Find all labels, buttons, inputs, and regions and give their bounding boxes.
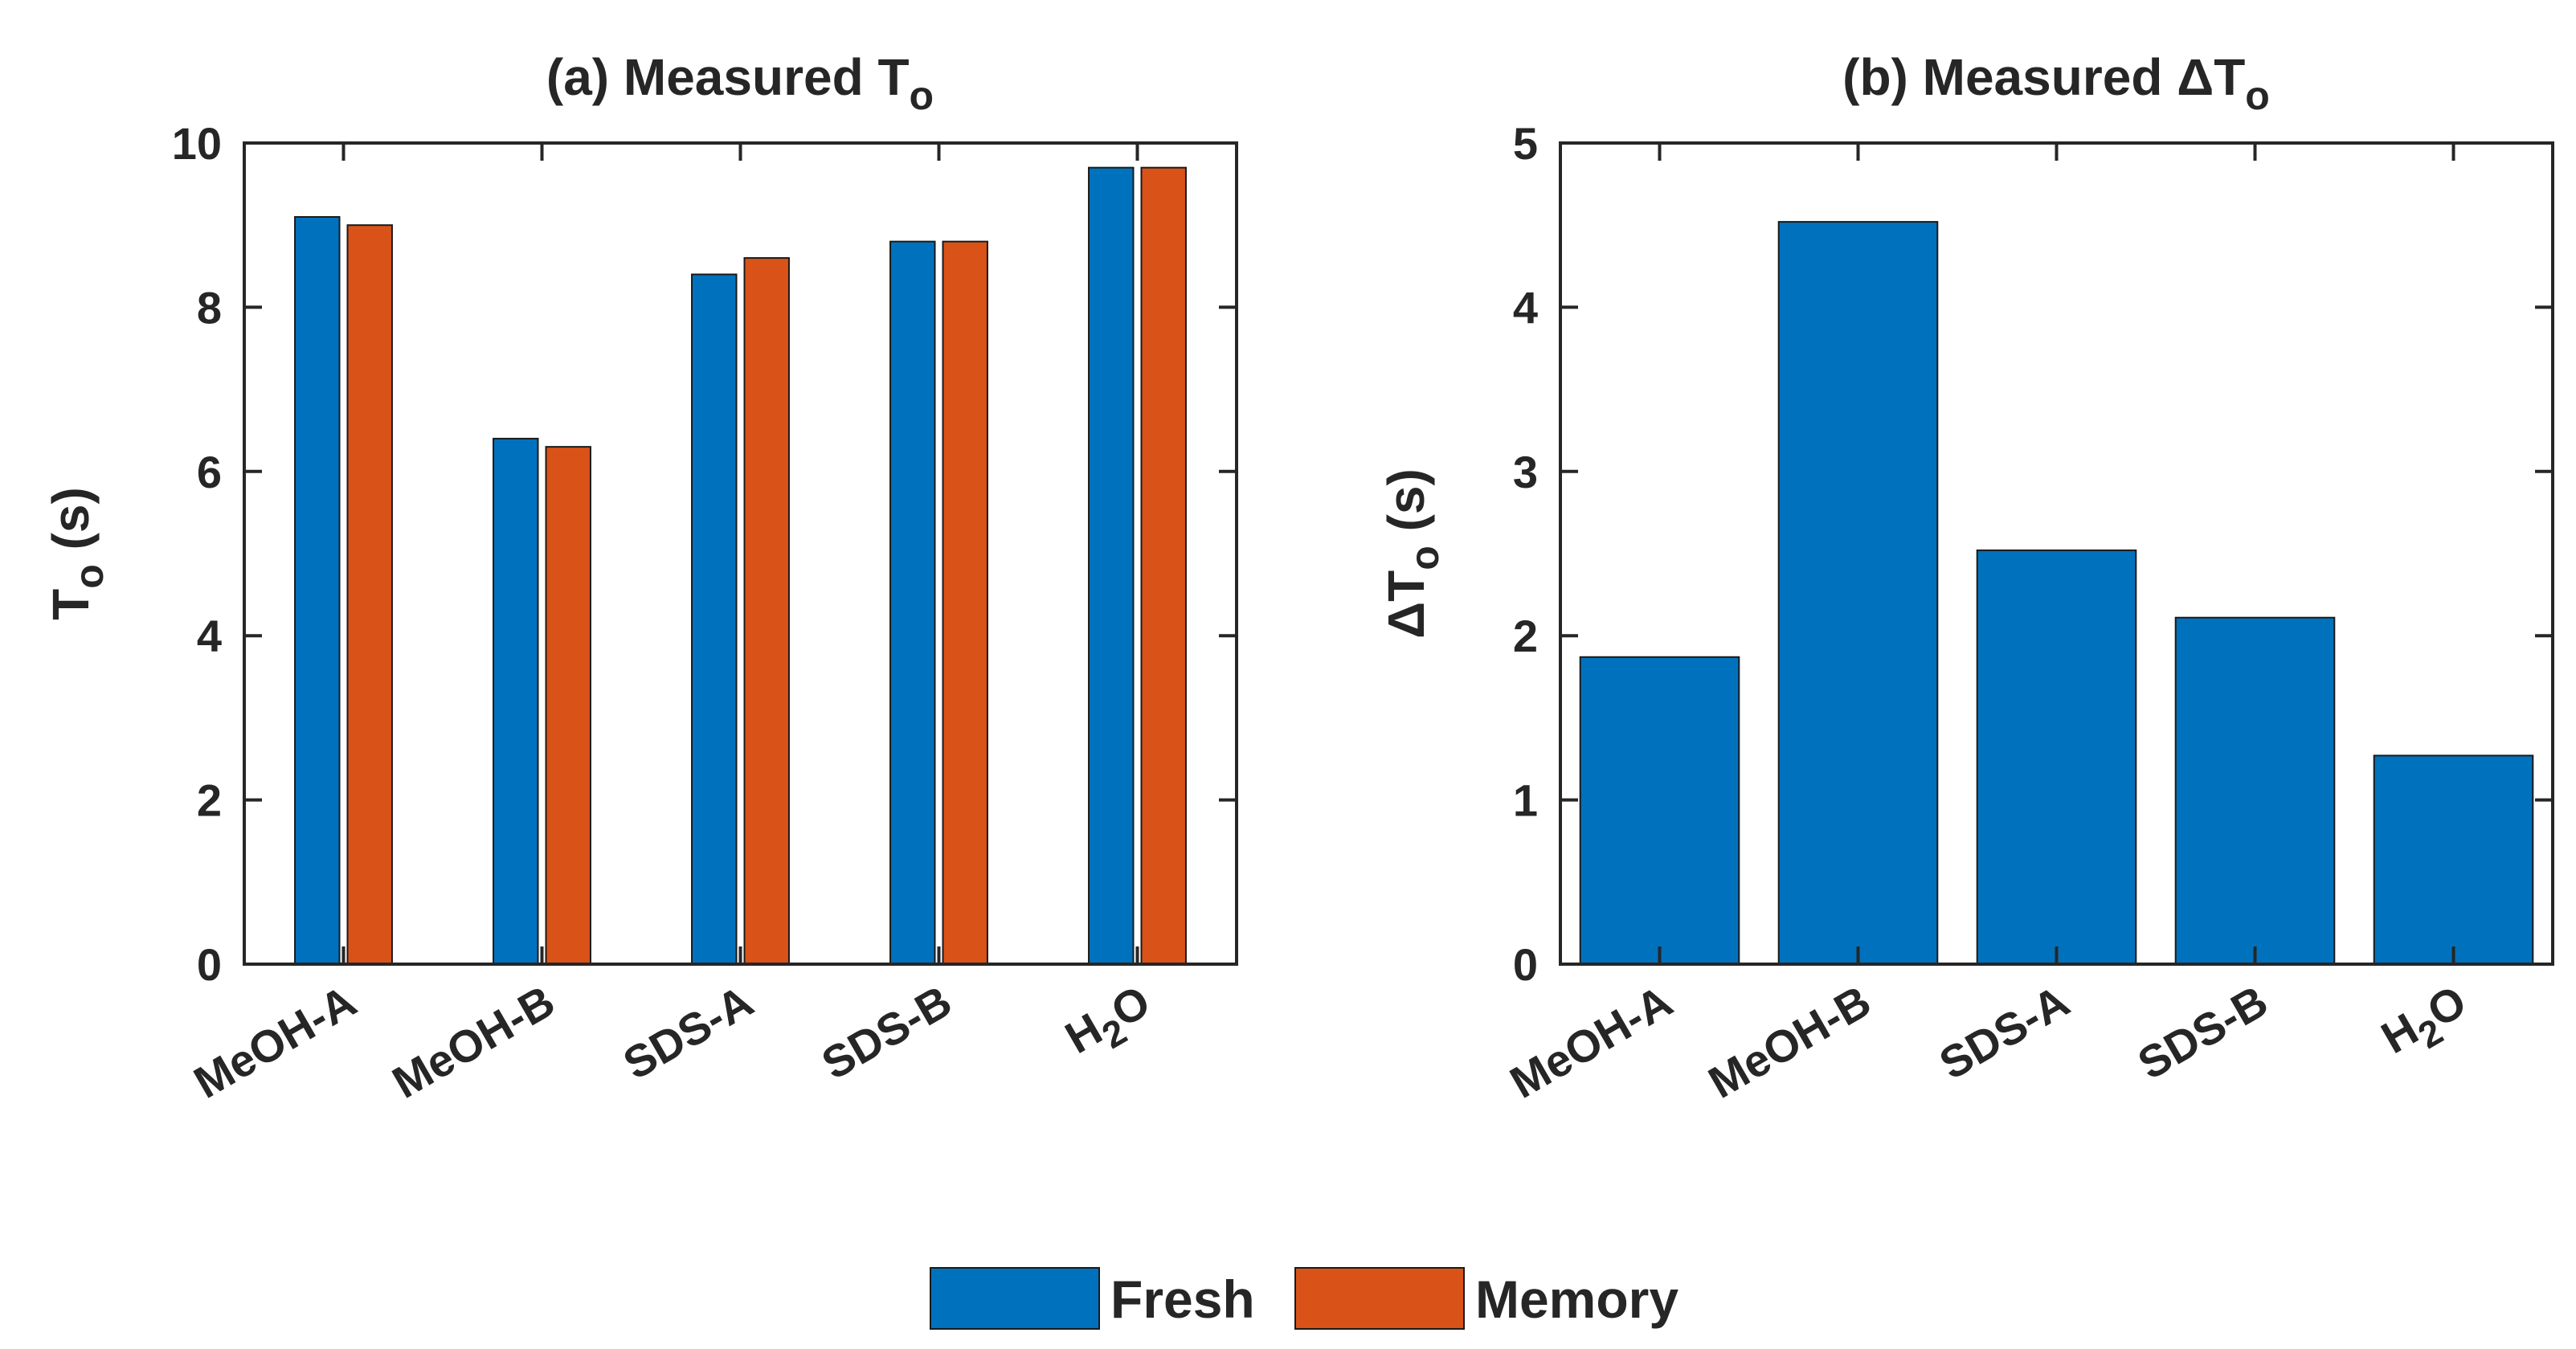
x-tick-label-b-1: MeOH-B xyxy=(1700,975,1879,1108)
x-tick-label-a-0: MeOH-A xyxy=(186,975,365,1108)
bar-a-memory-2 xyxy=(743,257,790,965)
bar-b-fresh-0 xyxy=(1579,656,1740,965)
y-tick-label-a-2: 4 xyxy=(197,611,222,661)
x-tick-label-a-2: SDS-A xyxy=(615,975,761,1089)
y-tick-label-b-2: 2 xyxy=(1513,611,1538,661)
bar-a-memory-3 xyxy=(942,240,988,965)
y-tick-label-a-1: 2 xyxy=(197,775,222,826)
bar-b-fresh-3 xyxy=(2174,616,2336,965)
legend-swatch-memory xyxy=(1294,1267,1465,1330)
y-tick-label-b-4: 4 xyxy=(1513,282,1538,333)
y-tick-label-a-5: 10 xyxy=(172,118,222,169)
bar-a-memory-1 xyxy=(545,446,591,965)
chart-title-a: (a) Measured To xyxy=(546,48,934,118)
bar-b-fresh-1 xyxy=(1777,221,1939,965)
y-tick-label-a-0: 0 xyxy=(197,939,222,990)
axes-box-a xyxy=(243,141,1238,966)
x-tick-label-a-3: SDS-B xyxy=(813,975,959,1089)
y-tick-label-b-0: 0 xyxy=(1513,939,1538,990)
chart-title-b: (b) Measured ΔTo xyxy=(1842,48,2270,118)
y-tick-label-b-5: 5 xyxy=(1513,118,1538,169)
bar-a-fresh-4 xyxy=(1088,166,1135,966)
y-axis-label-a: To (s) xyxy=(42,487,112,620)
x-tick-label-b-3: SDS-B xyxy=(2129,975,2275,1089)
legend-swatch-fresh xyxy=(930,1267,1100,1330)
y-axis-label-b: ΔTo (s) xyxy=(1377,468,1447,639)
legend-label-memory: Memory xyxy=(1475,1269,1678,1329)
bar-a-fresh-2 xyxy=(691,273,738,965)
x-tick-label-b-0: MeOH-A xyxy=(1502,975,1681,1108)
y-tick-label-a-3: 6 xyxy=(197,447,222,497)
bar-a-fresh-0 xyxy=(294,215,341,966)
x-tick-label-a-4: H2O xyxy=(1057,975,1163,1073)
y-tick-label-b-3: 3 xyxy=(1513,447,1538,497)
bar-a-fresh-3 xyxy=(889,240,936,965)
bar-a-fresh-1 xyxy=(493,437,539,965)
x-tick-label-b-4: H2O xyxy=(2373,975,2480,1073)
x-tick-label-a-1: MeOH-B xyxy=(384,975,563,1108)
bar-b-fresh-2 xyxy=(1976,549,2137,965)
y-tick-label-a-4: 8 xyxy=(197,282,222,333)
bar-b-fresh-4 xyxy=(2373,754,2534,965)
legend-label-fresh: Fresh xyxy=(1110,1269,1255,1329)
bar-a-memory-4 xyxy=(1140,166,1187,966)
chart-b: (b) Measured ΔTo ΔTo (s) 0 1 2 3 4 5 MeOH-A MeOH-… xyxy=(1377,48,2554,1108)
chart-a: (a) Measured To To (s) 0 2 4 6 8 10 MeOH-A MeOH-B… xyxy=(42,48,1238,1108)
bar-a-memory-0 xyxy=(346,224,393,965)
y-tick-label-b-1: 1 xyxy=(1513,775,1538,826)
legend: Fresh Memory xyxy=(930,1267,1678,1330)
x-tick-label-b-2: SDS-A xyxy=(1931,975,2077,1089)
